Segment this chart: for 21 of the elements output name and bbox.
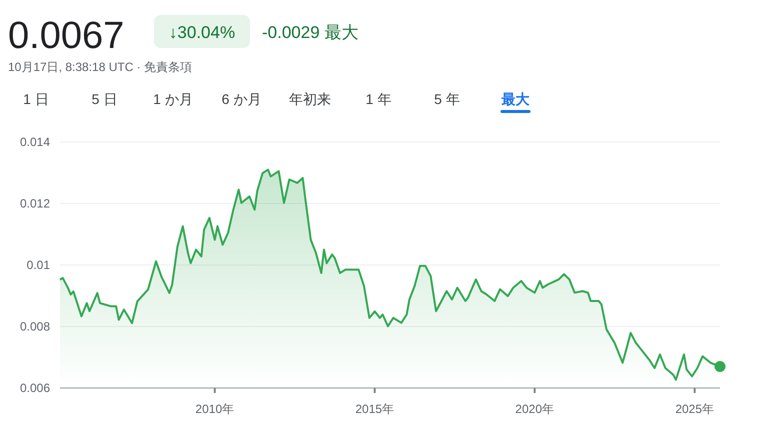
x-tick-label: 2020年 bbox=[515, 402, 554, 416]
text: ↓30.04% bbox=[168, 23, 236, 42]
text: 1 年 bbox=[366, 91, 392, 107]
chart-subtitle: 10月17日, 8:38:18 UTC · 免責条項 bbox=[8, 60, 192, 74]
y-tick-label: 0.01 bbox=[26, 258, 50, 272]
text: 5 年 bbox=[434, 91, 460, 107]
x-tick-label: 2015年 bbox=[355, 402, 394, 416]
text: -0.0029 最大 bbox=[262, 23, 358, 42]
y-tick-label: 0.012 bbox=[20, 196, 50, 210]
text: 1 日 bbox=[23, 91, 49, 107]
x-tick-label: 2010年 bbox=[195, 402, 234, 416]
x-tick-label: 2025年 bbox=[675, 402, 714, 416]
text: 年初来 bbox=[289, 91, 331, 107]
y-tick-label: 0.006 bbox=[20, 381, 50, 395]
y-tick-label: 0.008 bbox=[20, 320, 50, 334]
text: 6 か月 bbox=[222, 91, 262, 107]
chart-title: 0.0067 bbox=[8, 15, 124, 57]
y-tick-label: 0.014 bbox=[20, 135, 50, 149]
text: 最大 bbox=[500, 91, 530, 107]
text: 5 日 bbox=[92, 91, 118, 107]
text: 1 か月 bbox=[153, 91, 193, 107]
